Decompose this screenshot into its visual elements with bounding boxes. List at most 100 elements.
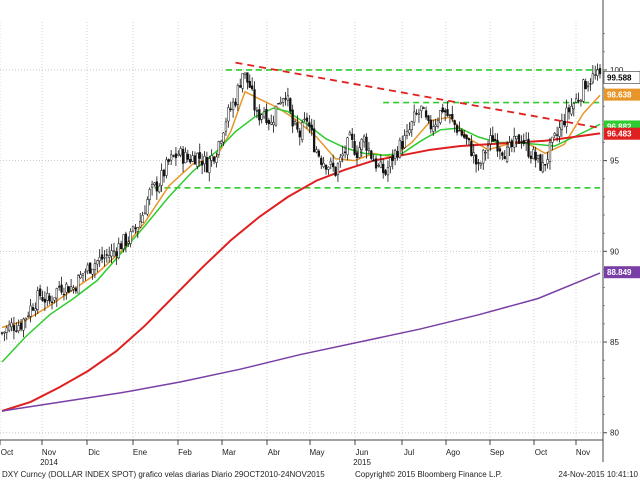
candle-body <box>231 101 235 111</box>
candle-body <box>291 109 294 127</box>
candle-body <box>443 110 447 113</box>
candle-body <box>127 241 130 244</box>
candle-body <box>386 167 390 176</box>
candle-body <box>296 122 299 130</box>
candle-body <box>74 288 78 292</box>
candle-body <box>12 325 16 331</box>
x-tick-label: Jun <box>356 448 369 457</box>
candle-body <box>553 133 556 136</box>
candle-body <box>355 152 359 159</box>
candle-body <box>79 274 82 279</box>
last-price-tag-outline <box>603 71 640 84</box>
candle-body <box>567 107 571 113</box>
series-price-tag-text: 96.882 <box>607 122 632 131</box>
candle-body <box>212 156 216 162</box>
candle-body <box>253 89 256 111</box>
candle-body <box>38 288 42 297</box>
candle-body <box>234 101 237 106</box>
candle-body <box>103 257 106 259</box>
candle-body <box>536 154 540 159</box>
footer-right: 24-Nov-2015 10:41:10 <box>558 470 638 479</box>
candle-body <box>96 260 99 265</box>
candle-body <box>148 189 151 200</box>
candle-body <box>517 134 521 144</box>
candle-body <box>215 156 218 163</box>
candle-body <box>241 73 244 89</box>
x-tick-label: May <box>309 448 324 457</box>
candle-body <box>229 108 232 110</box>
candle-body <box>513 136 516 148</box>
footer-left: DXY Curncy (DOLLAR INDEX SPOT) grafico v… <box>2 470 325 479</box>
series-price-tag-text: 88.849 <box>607 268 632 277</box>
candle-body <box>596 69 599 76</box>
candle-body <box>522 140 525 144</box>
candle-body <box>320 157 323 165</box>
candle-body <box>560 120 564 131</box>
candle-body <box>48 295 51 302</box>
candle-body <box>274 105 278 126</box>
candle-body <box>122 234 125 250</box>
candle-body <box>72 287 75 290</box>
candle-body <box>81 273 85 276</box>
trendline-line <box>235 61 601 129</box>
candle-body <box>17 325 20 331</box>
candle-body <box>539 154 542 171</box>
candle-body <box>186 153 189 160</box>
x-tick-label: Oct <box>535 448 548 457</box>
x-tick-label: Abr <box>268 448 281 457</box>
series-price-tag <box>604 127 640 140</box>
candle-body <box>167 159 170 162</box>
candle-body <box>143 212 147 215</box>
candle-body <box>131 226 135 232</box>
candle-body <box>60 284 63 293</box>
candle-body <box>179 148 182 156</box>
candle-body <box>584 81 587 90</box>
candle-body <box>467 138 471 141</box>
candle-body <box>265 108 268 124</box>
candle-body <box>327 166 330 170</box>
x-tick-label: Sep <box>490 448 505 457</box>
candle-body <box>401 141 404 150</box>
candle-body <box>200 161 204 166</box>
candle-body <box>181 148 185 164</box>
candle-body <box>415 113 418 115</box>
candle-body <box>570 105 573 115</box>
candle-body <box>384 170 387 175</box>
x-tick-label: Ene <box>133 448 148 457</box>
candle-body <box>451 113 454 120</box>
candle-body <box>510 140 513 147</box>
candle-body <box>255 110 259 112</box>
candle-body <box>205 157 209 173</box>
candle-body <box>208 158 211 174</box>
candle-body <box>410 121 413 130</box>
x-tick-label: Oct <box>1 448 14 457</box>
candle-body <box>210 155 213 161</box>
x-tick-label: Feb <box>178 448 192 457</box>
candle-body <box>529 155 533 159</box>
candle-body <box>279 101 282 105</box>
x-tick-label: Jul <box>404 448 414 457</box>
candle-body <box>436 120 440 127</box>
candle-body <box>224 121 228 132</box>
candle-body <box>470 141 473 156</box>
candle-body <box>50 301 54 303</box>
candle-body <box>408 129 411 134</box>
candle-body <box>170 154 173 161</box>
candle-body <box>193 155 197 165</box>
candle-body <box>393 150 397 159</box>
candle-body <box>477 162 480 164</box>
candle-body <box>315 149 318 153</box>
candle-body <box>69 286 73 291</box>
candle-body <box>377 165 380 167</box>
candle-body <box>100 254 104 260</box>
trendline <box>235 61 601 129</box>
candle-body <box>165 159 168 176</box>
candle-body <box>220 140 223 144</box>
candle-body <box>162 169 166 177</box>
candle-body <box>441 107 444 112</box>
candle-body <box>108 255 111 258</box>
candle-body <box>491 135 494 142</box>
candle-body <box>372 159 375 162</box>
candle-body <box>246 72 249 83</box>
